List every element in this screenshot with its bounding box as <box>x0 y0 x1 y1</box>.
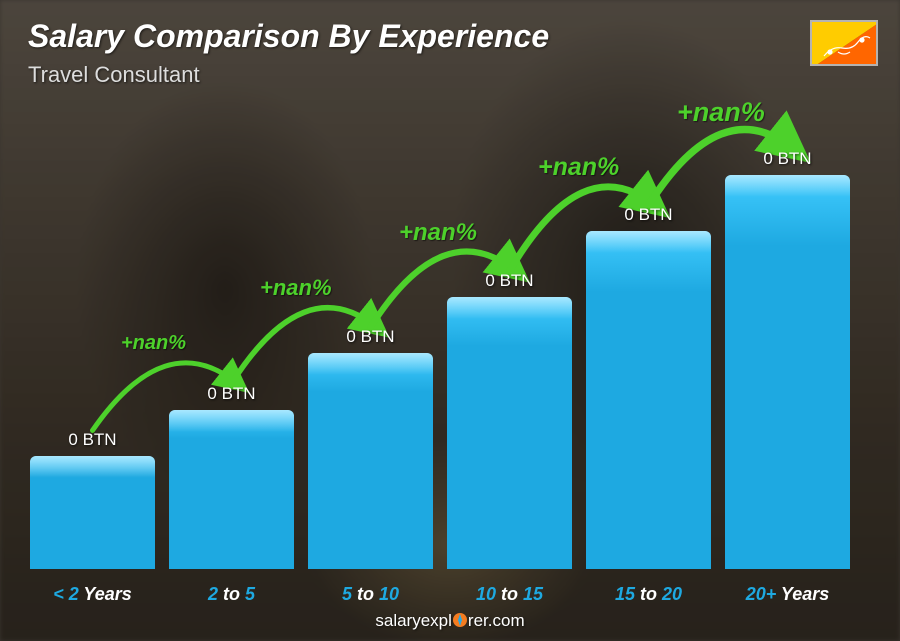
bar-top-highlight <box>725 175 850 197</box>
x-axis-label: 5 to 10 <box>308 584 433 605</box>
bar-wrap: 0 BTN <box>308 100 433 569</box>
chart-title: Salary Comparison By Experience <box>28 18 549 55</box>
bar-value-label: 0 BTN <box>624 205 672 225</box>
x-axis-label: 10 to 15 <box>447 584 572 605</box>
country-flag <box>810 20 878 66</box>
bar <box>725 175 850 569</box>
bar-value-label: 0 BTN <box>68 430 116 450</box>
bar-value-label: 0 BTN <box>763 149 811 169</box>
growth-arc-label: +nan% <box>677 97 765 128</box>
bar <box>586 231 711 569</box>
x-axis-labels: < 2 Years 2 to 5 5 to 10 10 to 15 15 to 20 20… <box>30 584 850 605</box>
source-text-before: salaryexpl <box>375 611 452 630</box>
bar-top-highlight <box>586 231 711 253</box>
bar-top-highlight <box>308 353 433 375</box>
bar-value-label: 0 BTN <box>485 271 533 291</box>
bar <box>308 353 433 569</box>
bar-top-highlight <box>447 297 572 319</box>
growth-arc-label: +nan% <box>260 275 332 301</box>
source-text-after: rer.com <box>468 611 525 630</box>
bar-top-highlight <box>30 456 155 478</box>
bar-wrap: 0 BTN <box>725 100 850 569</box>
growth-arc-label: +nan% <box>399 219 477 247</box>
x-axis-label: 15 to 20 <box>586 584 711 605</box>
bhutan-flag-icon <box>812 22 878 66</box>
bar <box>30 456 155 569</box>
growth-arc-label: +nan% <box>538 153 619 182</box>
chart-container: Salary Comparison By Experience Travel C… <box>0 0 900 641</box>
chart-subtitle: Travel Consultant <box>28 62 200 88</box>
growth-arc-label: +nan% <box>121 332 186 355</box>
bar-wrap: 0 BTN <box>169 100 294 569</box>
x-axis-label: 20+ Years <box>725 584 850 605</box>
bar-value-label: 0 BTN <box>207 384 255 404</box>
bar <box>169 410 294 569</box>
source-attribution: salaryexpl rer.com <box>0 611 900 631</box>
logo-compass-icon <box>452 612 468 628</box>
bar-top-highlight <box>169 410 294 432</box>
bar <box>447 297 572 569</box>
chart-area: 0 BTN 0 BTN 0 BTN 0 BTN 0 BTN 0 BTN +nan% +nan… <box>30 100 850 569</box>
bar-value-label: 0 BTN <box>346 327 394 347</box>
x-axis-label: 2 to 5 <box>169 584 294 605</box>
x-axis-label: < 2 Years <box>30 584 155 605</box>
